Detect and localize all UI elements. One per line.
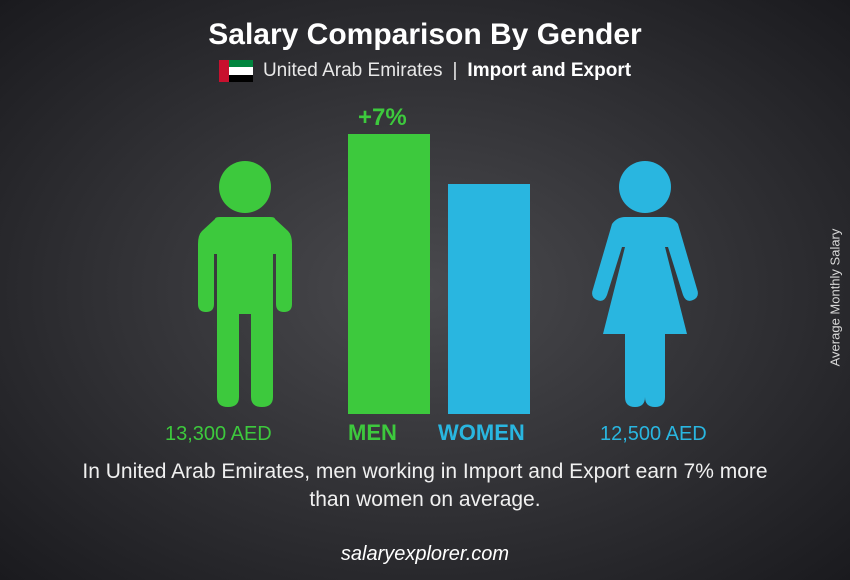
women-gender-label: WOMEN (438, 420, 525, 446)
side-label-wrap: Average Monthly Salary (824, 0, 844, 580)
men-gender-label: MEN (348, 420, 397, 446)
description-text: In United Arab Emirates, men working in … (20, 452, 830, 515)
separator: | (452, 60, 457, 82)
uae-flag-icon (219, 60, 253, 82)
men-salary-label: 13,300 AED (165, 423, 272, 446)
country-label: United Arab Emirates (263, 60, 443, 82)
page-title: Salary Comparison By Gender (20, 18, 830, 52)
y-axis-label: Average Monthly Salary (828, 229, 843, 367)
man-icon (180, 159, 310, 414)
delta-label: +7% (358, 104, 407, 132)
subtitle-row: United Arab Emirates | Import and Export (20, 60, 830, 82)
men-bar (348, 134, 430, 414)
women-salary-label: 12,500 AED (600, 423, 707, 446)
footer-source: salaryexplorer.com (0, 543, 850, 566)
chart-area: +7% 13,300 AED MEN W (20, 92, 830, 452)
category-label: Import and Export (467, 60, 631, 82)
women-bar (448, 184, 530, 414)
infographic-container: Salary Comparison By Gender United Arab … (0, 0, 850, 580)
woman-icon (575, 159, 715, 414)
